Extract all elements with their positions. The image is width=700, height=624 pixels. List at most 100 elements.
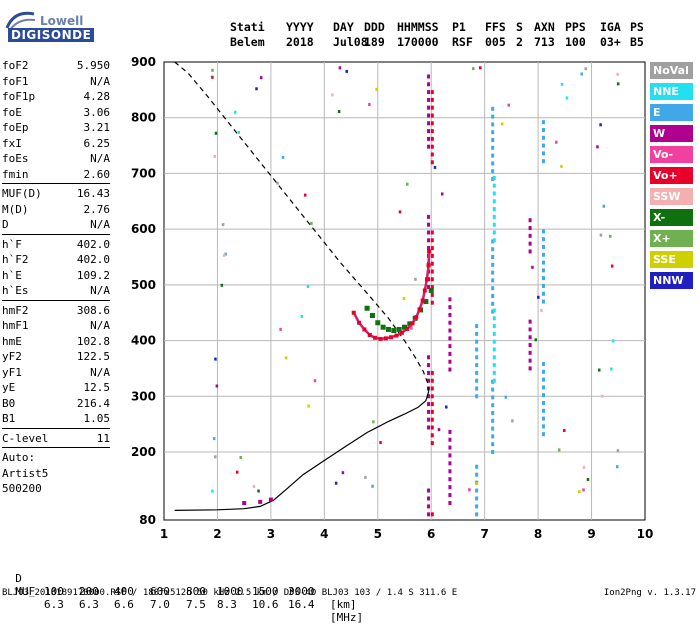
noise-echo-point <box>541 127 545 132</box>
legend-item: X+ <box>650 230 693 247</box>
param-row: foEs N/A <box>2 151 110 167</box>
scatter-echo-point <box>440 192 444 196</box>
auto-label: Auto: <box>2 451 36 464</box>
scatter-echo-point <box>582 465 586 469</box>
distance-value: 1000 <box>217 585 244 598</box>
lowell-logo: Lowell DIGISONDE <box>4 6 95 46</box>
noise-echo-point <box>475 355 479 360</box>
scatter-echo-point <box>468 488 471 492</box>
header-row2-cell: RSF <box>452 35 473 49</box>
noise-echo-point <box>491 122 495 127</box>
e-layer-echo-point <box>242 501 247 505</box>
x-mode-echo-point <box>369 313 375 318</box>
param-name: D <box>2 218 9 231</box>
x-tick-label: 1 <box>160 527 168 541</box>
scatter-echo-point <box>214 455 217 459</box>
o-mode-echo-point <box>389 335 394 340</box>
noise-echo-point <box>448 312 452 317</box>
o-mode-echo-point <box>410 321 415 326</box>
param-name: foF1p <box>2 90 36 103</box>
scatter-echo-point <box>599 233 603 237</box>
noise-echo-point <box>427 214 431 219</box>
distance-value: 600 <box>150 585 170 598</box>
noise-echo-point <box>492 191 496 196</box>
noise-echo-point <box>430 300 434 305</box>
noise-echo-point <box>427 363 431 368</box>
header-row1-cell: PS <box>630 20 644 34</box>
noise-echo-point <box>448 305 452 310</box>
noise-echo-point <box>448 453 452 458</box>
noise-echo-point <box>430 160 434 165</box>
param-value: 122.5 <box>76 350 110 363</box>
param-value: 3.06 <box>83 105 111 119</box>
noise-echo-point <box>541 393 545 398</box>
noise-echo-point <box>491 153 495 158</box>
distance-value: 200 <box>79 585 99 598</box>
noise-echo-point <box>427 402 431 407</box>
param-row: yF2 122.5 <box>2 349 110 365</box>
noise-echo-point <box>430 277 434 282</box>
noise-echo-point <box>528 319 532 324</box>
legend-item: NNE <box>650 83 693 100</box>
noise-echo-point <box>491 411 495 415</box>
noise-echo-point <box>541 268 545 273</box>
legend-item: SSE <box>650 251 693 268</box>
noise-echo-point <box>427 409 431 414</box>
noise-echo-point <box>427 90 431 95</box>
scatter-echo-point <box>406 182 409 186</box>
noise-echo-point <box>492 214 496 219</box>
noise-echo-point <box>430 136 434 141</box>
noise-echo-point <box>448 461 452 466</box>
noise-echo-point <box>427 370 431 375</box>
scatter-echo-point <box>600 394 604 398</box>
header-row1-cell: FFS <box>485 20 506 34</box>
scatter-echo-point <box>608 234 612 238</box>
scatter-echo-point <box>310 221 313 225</box>
noise-echo-point <box>492 347 496 352</box>
param-row: hmF2 308.6 <box>2 303 110 319</box>
header-row1-cell: Stati <box>230 20 265 34</box>
header-row1-cell: DDD <box>364 20 385 34</box>
noise-echo-point <box>528 343 532 348</box>
scatter-echo-point <box>596 145 599 149</box>
scatter-echo-point <box>555 140 558 144</box>
scatter-echo-point <box>281 155 285 159</box>
scatter-echo-point <box>479 66 482 70</box>
noise-echo-point <box>492 363 496 368</box>
header-row1-cell: YYYY <box>286 20 314 34</box>
noise-echo-point <box>475 496 479 501</box>
param-name: C-level <box>2 431 49 445</box>
header-row2-cell: 170000 <box>397 35 439 49</box>
param-name: MUF(D) <box>2 187 42 200</box>
noise-echo-point <box>430 246 434 251</box>
footer-file-info: BLJ03_2018189170000.RSF / 180fx512h 50 k… <box>2 588 458 598</box>
noise-echo-point <box>491 442 495 447</box>
noise-echo-point <box>491 255 495 259</box>
noise-echo-point <box>491 262 495 267</box>
electron-density-profile-line <box>174 391 430 511</box>
noise-echo-point <box>528 249 532 254</box>
noise-echo-point <box>430 253 434 258</box>
scatter-echo-point <box>563 428 566 432</box>
header-row2-cell: 005 <box>485 35 506 49</box>
noise-echo-point <box>492 331 496 336</box>
noise-echo-point <box>541 432 545 437</box>
noise-echo-point <box>430 512 434 517</box>
noise-echo-point <box>427 74 431 79</box>
param-value: 5.950 <box>76 59 110 72</box>
header-row1-cell: AXN <box>534 20 555 34</box>
scatter-echo-point <box>214 131 218 135</box>
divider <box>2 447 110 448</box>
param-row: foE 3.06 <box>2 105 110 121</box>
noise-echo-point <box>430 441 434 446</box>
scatter-echo-point <box>334 481 338 485</box>
scatter-echo-point <box>584 67 588 71</box>
noise-echo-point <box>492 183 496 188</box>
noise-echo-point <box>541 369 545 374</box>
scatter-echo-point <box>615 465 619 469</box>
noise-echo-point <box>448 469 452 474</box>
param-group-profile: hmF2 308.6 hmF1 N/A hmE 102.8 yF2 122.5 yF1 N/A yE… <box>2 303 110 427</box>
noise-echo-point <box>430 129 434 134</box>
param-row: h`Es N/A <box>2 283 110 299</box>
scatter-echo-point <box>534 338 537 342</box>
